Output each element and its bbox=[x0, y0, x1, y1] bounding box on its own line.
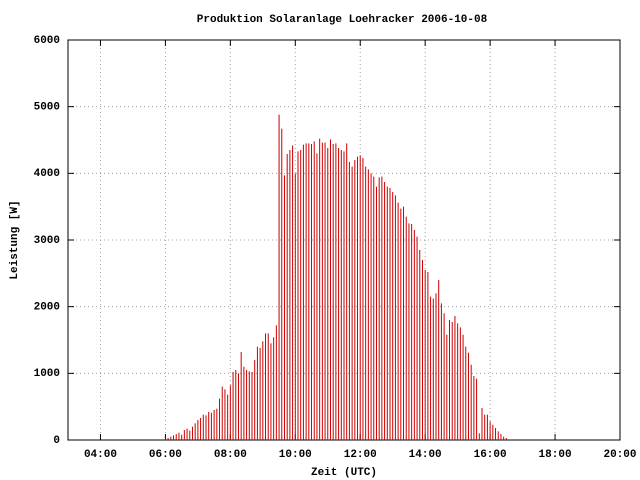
y-tick-label: 0 bbox=[53, 435, 60, 447]
x-tick-label: 14:00 bbox=[409, 449, 442, 461]
x-tick-label: 12:00 bbox=[344, 449, 377, 461]
y-tick-label: 3000 bbox=[34, 235, 60, 247]
y-tick-label: 6000 bbox=[34, 35, 60, 47]
x-axis-label: Zeit (UTC) bbox=[311, 467, 377, 479]
y-tick-label: 1000 bbox=[34, 368, 60, 380]
x-tick-label: 10:00 bbox=[279, 449, 312, 461]
x-tick-label: 06:00 bbox=[149, 449, 182, 461]
chart-title: Produktion Solaranlage Loehracker 2006-1… bbox=[197, 14, 488, 26]
y-tick-label: 5000 bbox=[34, 102, 60, 114]
y-tick-label: 2000 bbox=[34, 302, 60, 314]
x-tick-label: 18:00 bbox=[539, 449, 572, 461]
x-tick-label: 08:00 bbox=[214, 449, 247, 461]
y-axis-label: Leistung [W] bbox=[9, 200, 21, 279]
x-tick-label: 04:00 bbox=[84, 449, 117, 461]
y-tick-label: 4000 bbox=[34, 168, 60, 180]
x-tick-label: 20:00 bbox=[603, 449, 636, 461]
x-tick-label: 16:00 bbox=[474, 449, 507, 461]
